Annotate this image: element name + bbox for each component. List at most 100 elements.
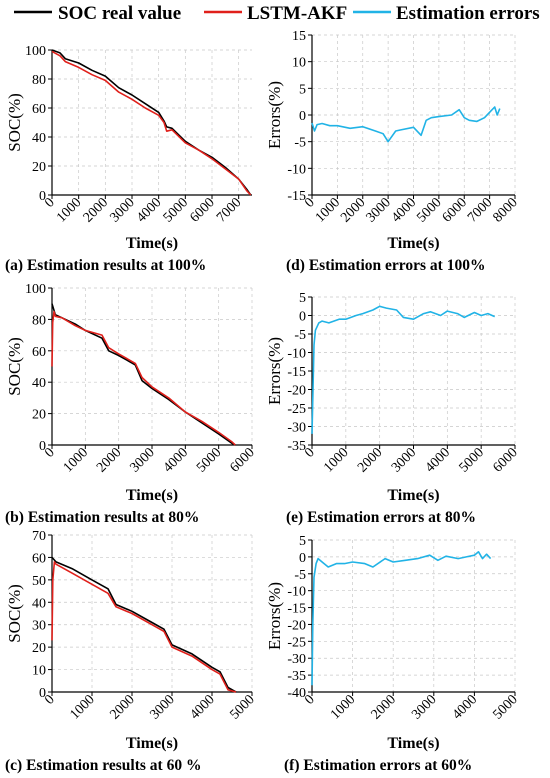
series-line-real bbox=[51, 49, 252, 196]
y-tick-label: 40 bbox=[32, 596, 46, 611]
y-tick-label: 0 bbox=[299, 310, 306, 325]
x-tick-label: 0 bbox=[302, 195, 318, 211]
x-tick-label: 0 bbox=[302, 692, 318, 708]
y-tick-label: 60 bbox=[32, 102, 46, 117]
y-tick-label: 40 bbox=[32, 376, 46, 391]
panel-caption: (f) Estimation errors at 60% bbox=[284, 757, 472, 774]
x-tick-label: 2000 bbox=[355, 445, 385, 475]
y-tick-label: -35 bbox=[287, 439, 306, 454]
y-tick-label: 10 bbox=[32, 664, 46, 679]
y-tick-label: 5 bbox=[299, 82, 306, 97]
x-tick-label: 2000 bbox=[81, 195, 111, 225]
y-tick-label: 0 bbox=[39, 686, 46, 701]
y-tick-label: 15 bbox=[292, 29, 306, 44]
chart-panel-6: -40 -35 -30 -25 -20-15 -10 -5 0 5 0 1000 2000 3000 40… bbox=[265, 534, 521, 774]
y-tick-label: 20 bbox=[32, 160, 46, 175]
y-tick-label: -30 bbox=[287, 652, 306, 667]
panel-caption: (d) Estimation errors at 100% bbox=[286, 257, 485, 274]
y-tick-label: -10 bbox=[287, 347, 306, 362]
x-tick-label: 2000 bbox=[338, 195, 368, 225]
legend-label-lstm: LSTM-AKF bbox=[247, 3, 347, 24]
chart-panels: 0204060801000100020003000400050006000700… bbox=[5, 29, 521, 774]
y-axis-label: Errors(%) bbox=[265, 337, 284, 405]
series-line-errors bbox=[311, 550, 492, 686]
x-tick-label: 3000 bbox=[127, 445, 157, 475]
y-tick-label: -15 bbox=[287, 602, 306, 617]
x-tick-label: 4000 bbox=[423, 445, 453, 475]
panel-caption: (b) Estimation results at 80% bbox=[5, 509, 199, 526]
x-tick-label: 7000 bbox=[214, 195, 244, 225]
y-tick-label: -25 bbox=[287, 402, 306, 417]
y-tick-label: 60 bbox=[32, 345, 46, 360]
series-line-lstm-akf bbox=[51, 561, 237, 693]
x-tick-label: 3000 bbox=[409, 692, 439, 722]
x-tick-label: 4000 bbox=[450, 692, 480, 722]
x-tick-label: 0 bbox=[42, 445, 58, 461]
chart-panel-5: 0 10 20 30 40 50 60 70 0 1000 2000 3000 4000 5000 Time… bbox=[5, 529, 258, 774]
x-tick-label: 4000 bbox=[134, 195, 164, 225]
x-tick-label: 6000 bbox=[490, 445, 520, 475]
x-axis-label: Time(s) bbox=[387, 735, 439, 752]
y-tick-label: 0 bbox=[299, 551, 306, 566]
x-tick-label: 5000 bbox=[227, 692, 257, 722]
y-tick-label: -15 bbox=[287, 189, 306, 204]
series-line-real bbox=[51, 303, 236, 446]
y-tick-label: 80 bbox=[32, 73, 46, 88]
y-tick-label: 5 bbox=[299, 534, 306, 549]
y-tick-label: -5 bbox=[294, 328, 306, 343]
x-tick-label: 5000 bbox=[457, 445, 487, 475]
x-axis-label: Time(s) bbox=[387, 487, 439, 504]
x-tick-label: 1000 bbox=[54, 195, 84, 225]
series-line-lstm-akf bbox=[51, 50, 252, 196]
x-tick-label: 3000 bbox=[107, 195, 137, 225]
x-tick-label: 0 bbox=[42, 195, 58, 211]
y-tick-label: 0 bbox=[39, 189, 46, 204]
y-tick-label: -5 bbox=[294, 136, 306, 151]
y-tick-label: 0 bbox=[299, 109, 306, 124]
series-line-errors bbox=[311, 305, 496, 434]
y-axis-label: Errors(%) bbox=[265, 582, 284, 650]
y-tick-label: -20 bbox=[287, 618, 306, 633]
y-axis-label: Errors(%) bbox=[265, 81, 284, 149]
y-tick-label: 10 bbox=[292, 56, 306, 71]
x-tick-label: 0 bbox=[302, 445, 318, 461]
x-tick-label: 1000 bbox=[313, 195, 343, 225]
y-axis-label: SOC(%) bbox=[5, 337, 24, 396]
x-tick-label: 1000 bbox=[321, 445, 351, 475]
x-axis-label: Time(s) bbox=[126, 735, 178, 752]
x-tick-label: 3000 bbox=[147, 692, 177, 722]
y-tick-label: 50 bbox=[32, 574, 46, 589]
y-tick-label: 40 bbox=[32, 131, 46, 146]
x-tick-label: 8000 bbox=[490, 195, 520, 225]
x-tick-label: 5000 bbox=[490, 692, 520, 722]
x-tick-label: 2000 bbox=[94, 445, 124, 475]
x-tick-label: 2000 bbox=[107, 692, 137, 722]
x-tick-label: 6000 bbox=[227, 445, 257, 475]
x-tick-label: 1000 bbox=[328, 692, 358, 722]
x-tick-label: 3000 bbox=[364, 195, 394, 225]
y-axis-label: SOC(%) bbox=[5, 584, 24, 643]
chart-panel-2: -15-10-505101501000200030004000500060007… bbox=[265, 29, 521, 274]
x-tick-label: 1000 bbox=[67, 692, 97, 722]
y-tick-label: 5 bbox=[299, 291, 306, 306]
x-tick-label: 7000 bbox=[465, 195, 495, 225]
y-tick-label: -15 bbox=[287, 365, 306, 380]
legend: SOC real value LSTM-AKF Estimation error… bbox=[14, 3, 540, 24]
series-line-real bbox=[51, 556, 237, 693]
x-tick-label: 4000 bbox=[161, 445, 191, 475]
x-tick-label: 5000 bbox=[194, 445, 224, 475]
panel-caption: (a) Estimation results at 100% bbox=[5, 257, 206, 274]
y-tick-label: -10 bbox=[287, 162, 306, 177]
y-tick-label: -20 bbox=[287, 384, 306, 399]
x-axis-label: Time(s) bbox=[126, 235, 178, 252]
y-tick-label: -40 bbox=[287, 686, 306, 701]
legend-label-errors: Estimation errors bbox=[396, 3, 540, 24]
y-tick-label: 80 bbox=[32, 313, 46, 328]
x-tick-label: 6000 bbox=[187, 195, 217, 225]
y-tick-label: 20 bbox=[32, 408, 46, 423]
y-tick-label: 100 bbox=[25, 282, 46, 297]
x-tick-label: 3000 bbox=[389, 445, 419, 475]
